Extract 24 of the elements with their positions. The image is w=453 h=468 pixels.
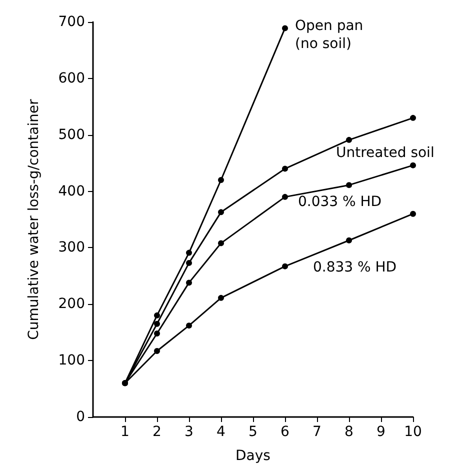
x-tick-label: 3 bbox=[184, 424, 194, 440]
series-label: 0.033 % HD bbox=[298, 194, 382, 210]
x-tick-label: 9 bbox=[376, 424, 386, 440]
x-tick-label: 10 bbox=[404, 424, 422, 440]
y-tick-label: 200 bbox=[58, 296, 85, 312]
y-tick-label: 500 bbox=[58, 126, 85, 143]
y-tick-label: 0 bbox=[76, 409, 85, 425]
x-tick-label: 5 bbox=[248, 424, 258, 440]
x-tick-label: 6 bbox=[280, 424, 290, 440]
series-label: Untreated soil bbox=[336, 144, 434, 161]
y-tick-label: 300 bbox=[58, 240, 85, 256]
x-tick-label: 1 bbox=[120, 424, 130, 440]
y-tick-label: 700 bbox=[58, 14, 85, 30]
x-tick-label: 2 bbox=[152, 424, 162, 440]
x-tick-label: 8 bbox=[344, 424, 354, 440]
x-axis-title: Days bbox=[236, 448, 270, 464]
series-label: Open pan (no soil) bbox=[295, 18, 364, 52]
series-label: 0.833 % HD bbox=[313, 259, 397, 276]
y-tick-label: 100 bbox=[58, 352, 85, 369]
y-tick-label: 600 bbox=[58, 70, 85, 86]
x-tick-label: 4 bbox=[216, 424, 226, 440]
y-axis-title: Cumulative water loss-g/container bbox=[26, 98, 42, 340]
y-tick-label: 400 bbox=[58, 183, 85, 200]
x-tick-label: 7 bbox=[312, 424, 322, 440]
